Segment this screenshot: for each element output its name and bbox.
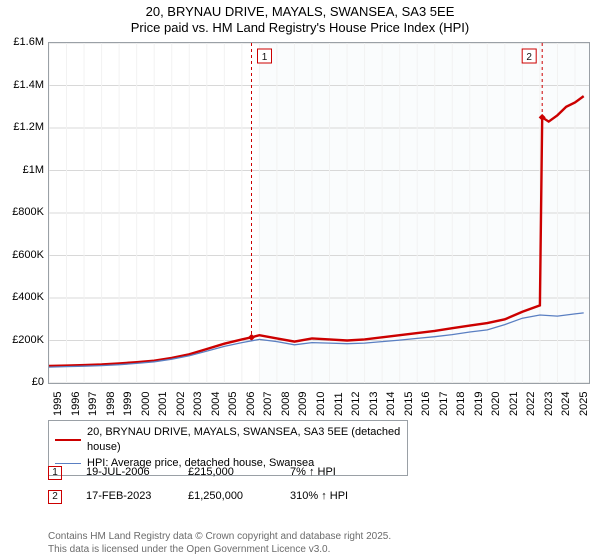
attribution: Contains HM Land Registry data © Crown c…: [48, 531, 391, 556]
sale-row-2: 2 17-FEB-2023 £1,250,000 310% ↑ HPI: [48, 490, 368, 504]
ytick-label: £200K: [12, 334, 44, 346]
sale-date-2: 17-FEB-2023: [86, 490, 164, 503]
xtick-label: 2024: [560, 392, 572, 416]
xtick-label: 2006: [245, 392, 257, 416]
xtick-label: 2005: [227, 392, 239, 416]
plot-svg: 12: [49, 43, 589, 383]
sale-delta-1: 7% ↑ HPI: [290, 466, 368, 479]
xtick-label: 2008: [280, 392, 292, 416]
title-line-2: Price paid vs. HM Land Registry's House …: [0, 20, 600, 36]
xtick-label: 2010: [315, 392, 327, 416]
xtick-label: 2018: [455, 392, 467, 416]
xtick-label: 2003: [192, 392, 204, 416]
sale-marker-1: 1: [48, 466, 62, 480]
sale-delta-2: 310% ↑ HPI: [290, 490, 368, 503]
legend-item-price-paid: 20, BRYNAU DRIVE, MAYALS, SWANSEA, SA3 5…: [55, 425, 401, 456]
xtick-label: 1995: [52, 392, 64, 416]
sale-date-1: 19-JUL-2006: [86, 466, 164, 479]
xtick-label: 2021: [508, 392, 520, 416]
sale-price-1: £215,000: [188, 466, 266, 479]
xtick-label: 2001: [157, 392, 169, 416]
xtick-label: 2011: [333, 392, 345, 416]
xtick-label: 2016: [420, 392, 432, 416]
xtick-label: 1997: [87, 392, 99, 416]
chart-title-block: 20, BRYNAU DRIVE, MAYALS, SWANSEA, SA3 5…: [0, 0, 600, 37]
marker-box-label-1: 1: [262, 52, 268, 63]
xtick-label: 2014: [385, 392, 397, 416]
ytick-label: £0: [32, 376, 44, 388]
xtick-label: 1996: [70, 392, 82, 416]
attribution-line-1: Contains HM Land Registry data © Crown c…: [48, 531, 391, 544]
plot-area: 12: [48, 42, 590, 384]
attribution-line-2: This data is licensed under the Open Gov…: [48, 544, 391, 557]
legend-swatch-2: [55, 463, 81, 464]
legend-label-1: 20, BRYNAU DRIVE, MAYALS, SWANSEA, SA3 5…: [87, 425, 401, 456]
legend-swatch-1: [55, 439, 81, 441]
xtick-label: 2019: [473, 392, 485, 416]
xtick-label: 1998: [105, 392, 117, 416]
sale-row-1: 1 19-JUL-2006 £215,000 7% ↑ HPI: [48, 466, 368, 480]
marker-box-label-2: 2: [526, 52, 532, 63]
xtick-label: 1999: [122, 392, 134, 416]
ytick-label: £400K: [12, 291, 44, 303]
xtick-label: 2023: [543, 392, 555, 416]
xtick-label: 2020: [490, 392, 502, 416]
xtick-label: 2004: [210, 392, 222, 416]
xtick-label: 2009: [297, 392, 309, 416]
xtick-label: 2022: [525, 392, 537, 416]
sale-marker-2: 2: [48, 490, 62, 504]
xtick-label: 2002: [175, 392, 187, 416]
xtick-label: 2000: [140, 392, 152, 416]
ytick-label: £1.6M: [13, 36, 44, 48]
xtick-label: 2017: [438, 392, 450, 416]
xtick-label: 2025: [578, 392, 590, 416]
xtick-label: 2015: [403, 392, 415, 416]
ytick-label: £1.2M: [13, 121, 44, 133]
ytick-label: £800K: [12, 206, 44, 218]
ytick-label: £1.4M: [13, 79, 44, 91]
sale-price-2: £1,250,000: [188, 490, 266, 503]
title-line-1: 20, BRYNAU DRIVE, MAYALS, SWANSEA, SA3 5…: [0, 4, 600, 20]
xtick-label: 2012: [350, 392, 362, 416]
ytick-label: £1M: [23, 164, 44, 176]
xtick-label: 2007: [262, 392, 274, 416]
ytick-label: £600K: [12, 249, 44, 261]
xtick-label: 2013: [368, 392, 380, 416]
